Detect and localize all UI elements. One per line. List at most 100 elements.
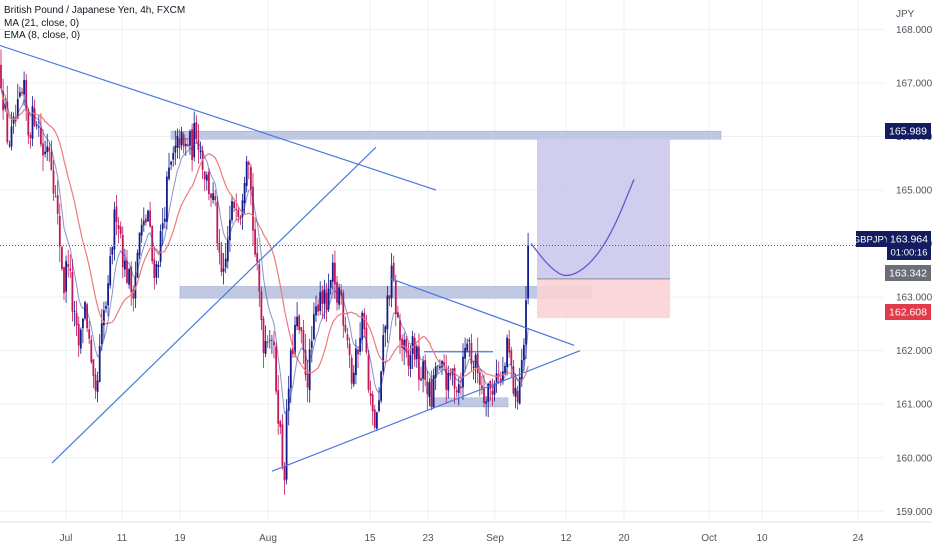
candle-body [103, 310, 105, 326]
chart-grid [0, 0, 884, 522]
candle-body [126, 260, 128, 283]
candle-body [422, 361, 424, 379]
candle-body [308, 349, 311, 391]
candle-body [163, 218, 166, 222]
candle-body [117, 225, 120, 229]
trendline [389, 277, 575, 346]
candle-body [252, 186, 254, 231]
candle-body [386, 295, 389, 330]
price-tick-label: 159.000 [896, 507, 932, 518]
candle-body [502, 371, 504, 382]
price-axis-currency: JPY [896, 9, 915, 20]
candle-body [275, 346, 277, 392]
candle-body [2, 91, 4, 111]
candle-body [21, 91, 23, 94]
symbol-title[interactable]: British Pound / Japanese Yen, 4h, FXCM [4, 5, 186, 16]
candle-body [319, 292, 322, 311]
projection-curve [530, 179, 635, 277]
long-position-tool[interactable] [537, 137, 670, 319]
candle-body [63, 267, 65, 294]
candle-body [229, 219, 231, 241]
trendline [271, 350, 581, 472]
candle-body [460, 386, 462, 389]
candle-body [518, 377, 521, 404]
time-axis[interactable]: Jul 11 19 Aug 15 23 Sep 12 20 Oct 10 24 [0, 521, 932, 544]
trendline-drawings[interactable] [0, 44, 581, 472]
candle-body [65, 261, 67, 292]
candle-body [140, 224, 143, 236]
candle-body [382, 335, 385, 372]
candle-body [327, 288, 330, 310]
sr-zone [170, 130, 722, 140]
candle-body [392, 262, 395, 281]
candle-body [46, 146, 49, 153]
candle-body [88, 329, 91, 339]
candle-body [247, 162, 250, 165]
candle-body [203, 171, 206, 180]
candle-body [115, 206, 118, 222]
candle-body [346, 334, 349, 341]
candle-body [109, 256, 112, 286]
candle-body [58, 215, 61, 247]
candle-body [119, 226, 122, 234]
candle-body [52, 170, 55, 194]
candle-body [468, 340, 471, 342]
candle-body [184, 144, 187, 146]
candle-body [178, 138, 181, 149]
candle-body [302, 330, 305, 351]
candle-body [445, 367, 448, 390]
current-price-text: 163.964 [890, 234, 928, 246]
candle-body [331, 262, 334, 282]
candle-body [491, 391, 494, 395]
time-tick-label: Aug [259, 533, 277, 544]
candle-body [12, 117, 15, 124]
candle-body [390, 265, 393, 298]
candle-body [342, 292, 345, 326]
candle-body [413, 337, 416, 360]
candle-body [113, 209, 116, 250]
symbol-badge-text: GBPJPY [853, 235, 891, 246]
candle-body [180, 131, 183, 146]
candle-body [462, 356, 464, 388]
ma-indicator-label[interactable]: MA (21, close, 0) [4, 17, 80, 29]
projection-curve-drawing[interactable] [530, 179, 635, 277]
candle-body [31, 106, 34, 139]
price-tick-label: 161.000 [896, 400, 932, 411]
candle-body [384, 326, 387, 333]
candle-body [212, 193, 214, 201]
candle-body [19, 92, 21, 97]
candle-body [499, 378, 502, 384]
candle-body [329, 279, 332, 288]
candle-body [155, 264, 158, 278]
candle-body [197, 140, 200, 150]
candle-body [363, 312, 366, 330]
target-zone [537, 137, 670, 279]
candle-body [420, 378, 422, 381]
candle-body [147, 210, 149, 222]
candle-body [443, 362, 445, 367]
candlestick-series [0, 49, 529, 495]
candle-body [172, 152, 175, 160]
candle-body [4, 103, 7, 109]
candle-body [447, 372, 450, 391]
price-axis[interactable]: JPY 168.000167.000166.000165.000164.0001… [884, 0, 932, 522]
candle-body [367, 355, 370, 390]
trendline [51, 146, 377, 464]
candle-body [149, 210, 151, 227]
time-tick-label: 15 [364, 533, 376, 544]
candle-body [277, 390, 280, 424]
candle-body [268, 340, 271, 342]
time-tick-label: Sep [486, 533, 504, 544]
candle-body [92, 359, 95, 376]
candle-body [273, 341, 275, 346]
countdown-text: 01:00:16 [891, 248, 928, 259]
entry-badge [885, 265, 931, 281]
candle-body [69, 268, 72, 271]
candle-body [338, 287, 340, 305]
time-tick-label: 10 [756, 533, 768, 544]
ema-indicator-label[interactable]: EMA (8, close, 0) [4, 30, 81, 41]
candle-body [132, 289, 135, 299]
candle-body [96, 380, 99, 393]
candle-body [344, 325, 347, 332]
